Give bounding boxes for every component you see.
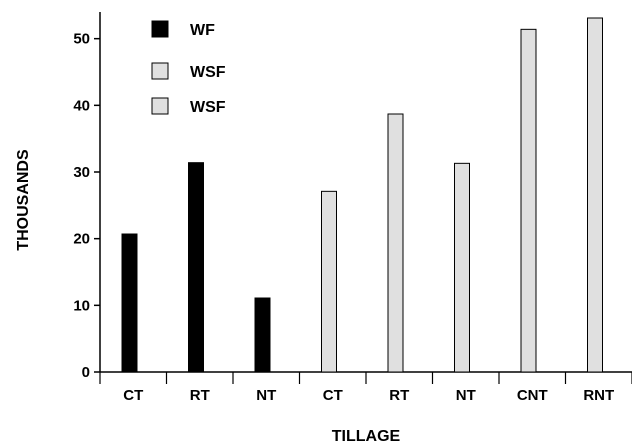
legend: WF WSF WSF (151, 20, 226, 116)
x-tick-label: RT (190, 387, 210, 404)
bar (188, 162, 204, 373)
legend-swatch (151, 62, 169, 80)
y-tick-label: 30 (73, 164, 90, 181)
x-tick-label: CT (323, 387, 343, 404)
x-tick-label: CNT (517, 387, 548, 404)
y-tick-label: 50 (73, 31, 90, 48)
bar (121, 233, 138, 373)
legend-swatch (151, 20, 169, 38)
x-tick-label: CT (123, 387, 143, 404)
y-tick-label: 0 (82, 364, 90, 381)
x-tick-label: RNT (583, 387, 614, 404)
legend-label: WSF (190, 64, 226, 81)
bar (254, 297, 271, 373)
legend-label: WSF (190, 99, 226, 116)
legend-swatch (151, 97, 169, 115)
bar (587, 17, 603, 373)
x-tick-label: NT (456, 387, 476, 404)
y-tick-label: 40 (73, 97, 90, 114)
x-axis-title: TILLAGE (332, 428, 401, 445)
x-tick-label: NT (256, 387, 276, 404)
bar (387, 113, 404, 373)
bar (520, 28, 537, 373)
plot-area: 0 10 20 30 40 50 CT RT NT CT RT NT CNT RNT (73, 12, 632, 404)
legend-label: WF (190, 22, 215, 39)
bar (454, 162, 470, 373)
y-axis-title: THOUSANDS (15, 149, 32, 251)
x-tick-label: RT (389, 387, 409, 404)
y-tick-label: 20 (73, 231, 90, 248)
bar (321, 190, 337, 373)
y-tick-label: 10 (73, 297, 90, 314)
